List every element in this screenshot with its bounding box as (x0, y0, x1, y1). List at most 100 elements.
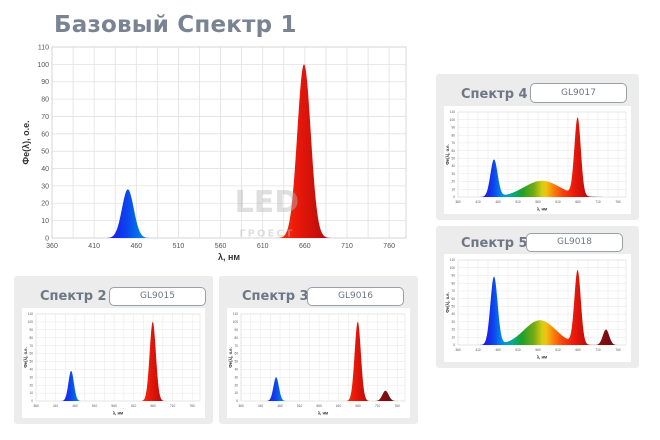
panel-title: Спектр 4 (461, 87, 528, 102)
x-tick-label: 560 (535, 348, 541, 352)
y-tick-label: 90 (29, 328, 33, 332)
model-label: GL9016 (307, 287, 404, 306)
plot-frame (240, 313, 406, 402)
y-tick-label: 90 (451, 126, 455, 130)
y-tick-label: 60 (451, 149, 455, 153)
spectrum-2-chart: 360 410 460 510 560 610 660 710 760 0 10 20 30 40 50 60… (23, 312, 201, 415)
model-label: GL9018 (526, 233, 623, 252)
x-tick-label: 710 (170, 404, 176, 408)
x-tick-label: 710 (595, 348, 601, 352)
x-tick-label: 710 (341, 243, 353, 250)
x-tick-label: 560 (111, 404, 117, 408)
x-tick-label: 360 (455, 348, 461, 352)
x-tick-label: 410 (53, 404, 59, 408)
y-axis-label: Фе(λ), о.е. (445, 144, 450, 165)
y-tick-label: 40 (451, 164, 455, 168)
y-tick-label: 30 (451, 320, 455, 324)
y-tick-label: 60 (234, 352, 238, 356)
y-tick-label: 100 (37, 62, 49, 69)
y-tick-label: 70 (234, 344, 238, 348)
y-tick-label: 60 (29, 352, 33, 356)
x-tick-label: 760 (395, 404, 401, 408)
x-tick-label: 410 (258, 404, 264, 408)
y-tick-label: 80 (234, 336, 238, 340)
model-label: GL9015 (109, 287, 206, 306)
x-axis-label: λ, нм (218, 252, 240, 262)
y-tick-label: 30 (41, 183, 49, 190)
spectrum-area (458, 270, 626, 345)
x-tick-label: 460 (277, 404, 283, 408)
panel-title: Спектр 3 (242, 289, 309, 304)
x-tick-label: 660 (299, 243, 311, 250)
y-tick-label: 110 (28, 312, 33, 316)
y-tick-label: 40 (41, 166, 49, 173)
y-tick-label: 20 (451, 180, 455, 184)
y-tick-label: 0 (236, 399, 238, 403)
y-axis-label: Фе(λ), о.е. (445, 292, 450, 313)
x-tick-label: 610 (131, 404, 137, 408)
x-tick-label: 360 (33, 404, 39, 408)
panel-spectrum-4: Спектр 4 GL9017 360 410 460 510 560 610 660 710… (436, 74, 639, 220)
y-tick-label: 110 (450, 110, 455, 114)
y-tick-label: 70 (41, 114, 49, 121)
y-tick-label: 110 (233, 312, 238, 316)
x-tick-label: 610 (555, 348, 561, 352)
x-tick-label: 660 (575, 200, 581, 204)
y-tick-label: 90 (234, 328, 238, 332)
y-tick-label: 10 (41, 218, 49, 225)
y-tick-label: 80 (41, 97, 49, 104)
x-tick-label: 660 (355, 404, 361, 408)
y-tick-label: 80 (451, 281, 455, 285)
y-tick-label: 50 (29, 360, 33, 364)
y-tick-label: 20 (29, 383, 33, 387)
page-title: Базовый Спектр 1 (54, 12, 297, 38)
y-axis-label: Фе(λ), о.е. (23, 347, 28, 368)
x-tick-label: 760 (615, 200, 621, 204)
y-tick-label: 0 (453, 343, 455, 347)
watermark-logo: LED (235, 185, 300, 220)
x-tick-label: 660 (575, 348, 581, 352)
x-tick-label: 510 (515, 348, 521, 352)
y-tick-label: 100 (28, 320, 34, 324)
x-axis-label: λ, нм (113, 410, 123, 415)
panel-spectrum-5: Спектр 5 GL9018 360 410 460 510 560 610 660 710… (436, 226, 639, 368)
x-tick-label: 660 (150, 404, 156, 408)
y-tick-label: 10 (451, 187, 455, 191)
y-axis-label: Фе(λ), о.е. (21, 120, 31, 164)
y-tick-label: 70 (451, 289, 455, 293)
x-axis-label: λ, нм (537, 354, 547, 359)
x-tick-label: 360 (46, 243, 58, 250)
base-spectrum-chart: 360 410 460 510 560 610 660 710 760 0 10 20 30 40 50 60… (21, 44, 407, 262)
x-tick-label: 510 (515, 200, 521, 204)
y-tick-label: 20 (451, 328, 455, 332)
y-tick-label: 30 (234, 375, 238, 379)
y-tick-label: 40 (451, 312, 455, 316)
y-tick-label: 100 (450, 266, 456, 270)
watermark-subtext: ГРОЕСТ (239, 228, 294, 239)
y-tick-label: 50 (451, 304, 455, 308)
y-tick-label: 50 (41, 149, 49, 156)
panel-spectrum-2: Спектр 2 GL9015 360 410 460 510 560 610 660 710… (14, 276, 213, 424)
grid (35, 313, 200, 402)
x-tick-label: 560 (535, 200, 541, 204)
x-tick-label: 510 (297, 404, 303, 408)
y-tick-label: 20 (234, 383, 238, 387)
y-tick-label: 50 (451, 156, 455, 160)
y-tick-label: 40 (234, 367, 238, 371)
panel-spectrum-3: Спектр 3 GL9016 360 410 460 510 560 610 660 710… (219, 276, 418, 424)
y-tick-label: 30 (29, 375, 33, 379)
x-tick-label: 460 (130, 243, 142, 250)
model-label: GL9017 (530, 83, 627, 103)
spectrum-4-chart: 360 410 460 510 560 610 660 710 760 0 10 20 30 40 50 60… (445, 110, 627, 211)
x-tick-label: 560 (316, 404, 322, 408)
y-tick-label: 0 (45, 235, 49, 242)
y-tick-label: 60 (41, 131, 49, 138)
y-tick-label: 30 (451, 172, 455, 176)
spectrum-3-chart: 360 410 460 510 560 610 660 710 760 0 10 20 30 40 50 60… (228, 312, 406, 415)
x-tick-label: 410 (475, 200, 481, 204)
y-tick-label: 40 (29, 367, 33, 371)
x-tick-label: 610 (555, 200, 561, 204)
y-tick-label: 90 (41, 79, 49, 86)
x-tick-label: 760 (615, 348, 621, 352)
y-tick-label: 70 (451, 141, 455, 145)
